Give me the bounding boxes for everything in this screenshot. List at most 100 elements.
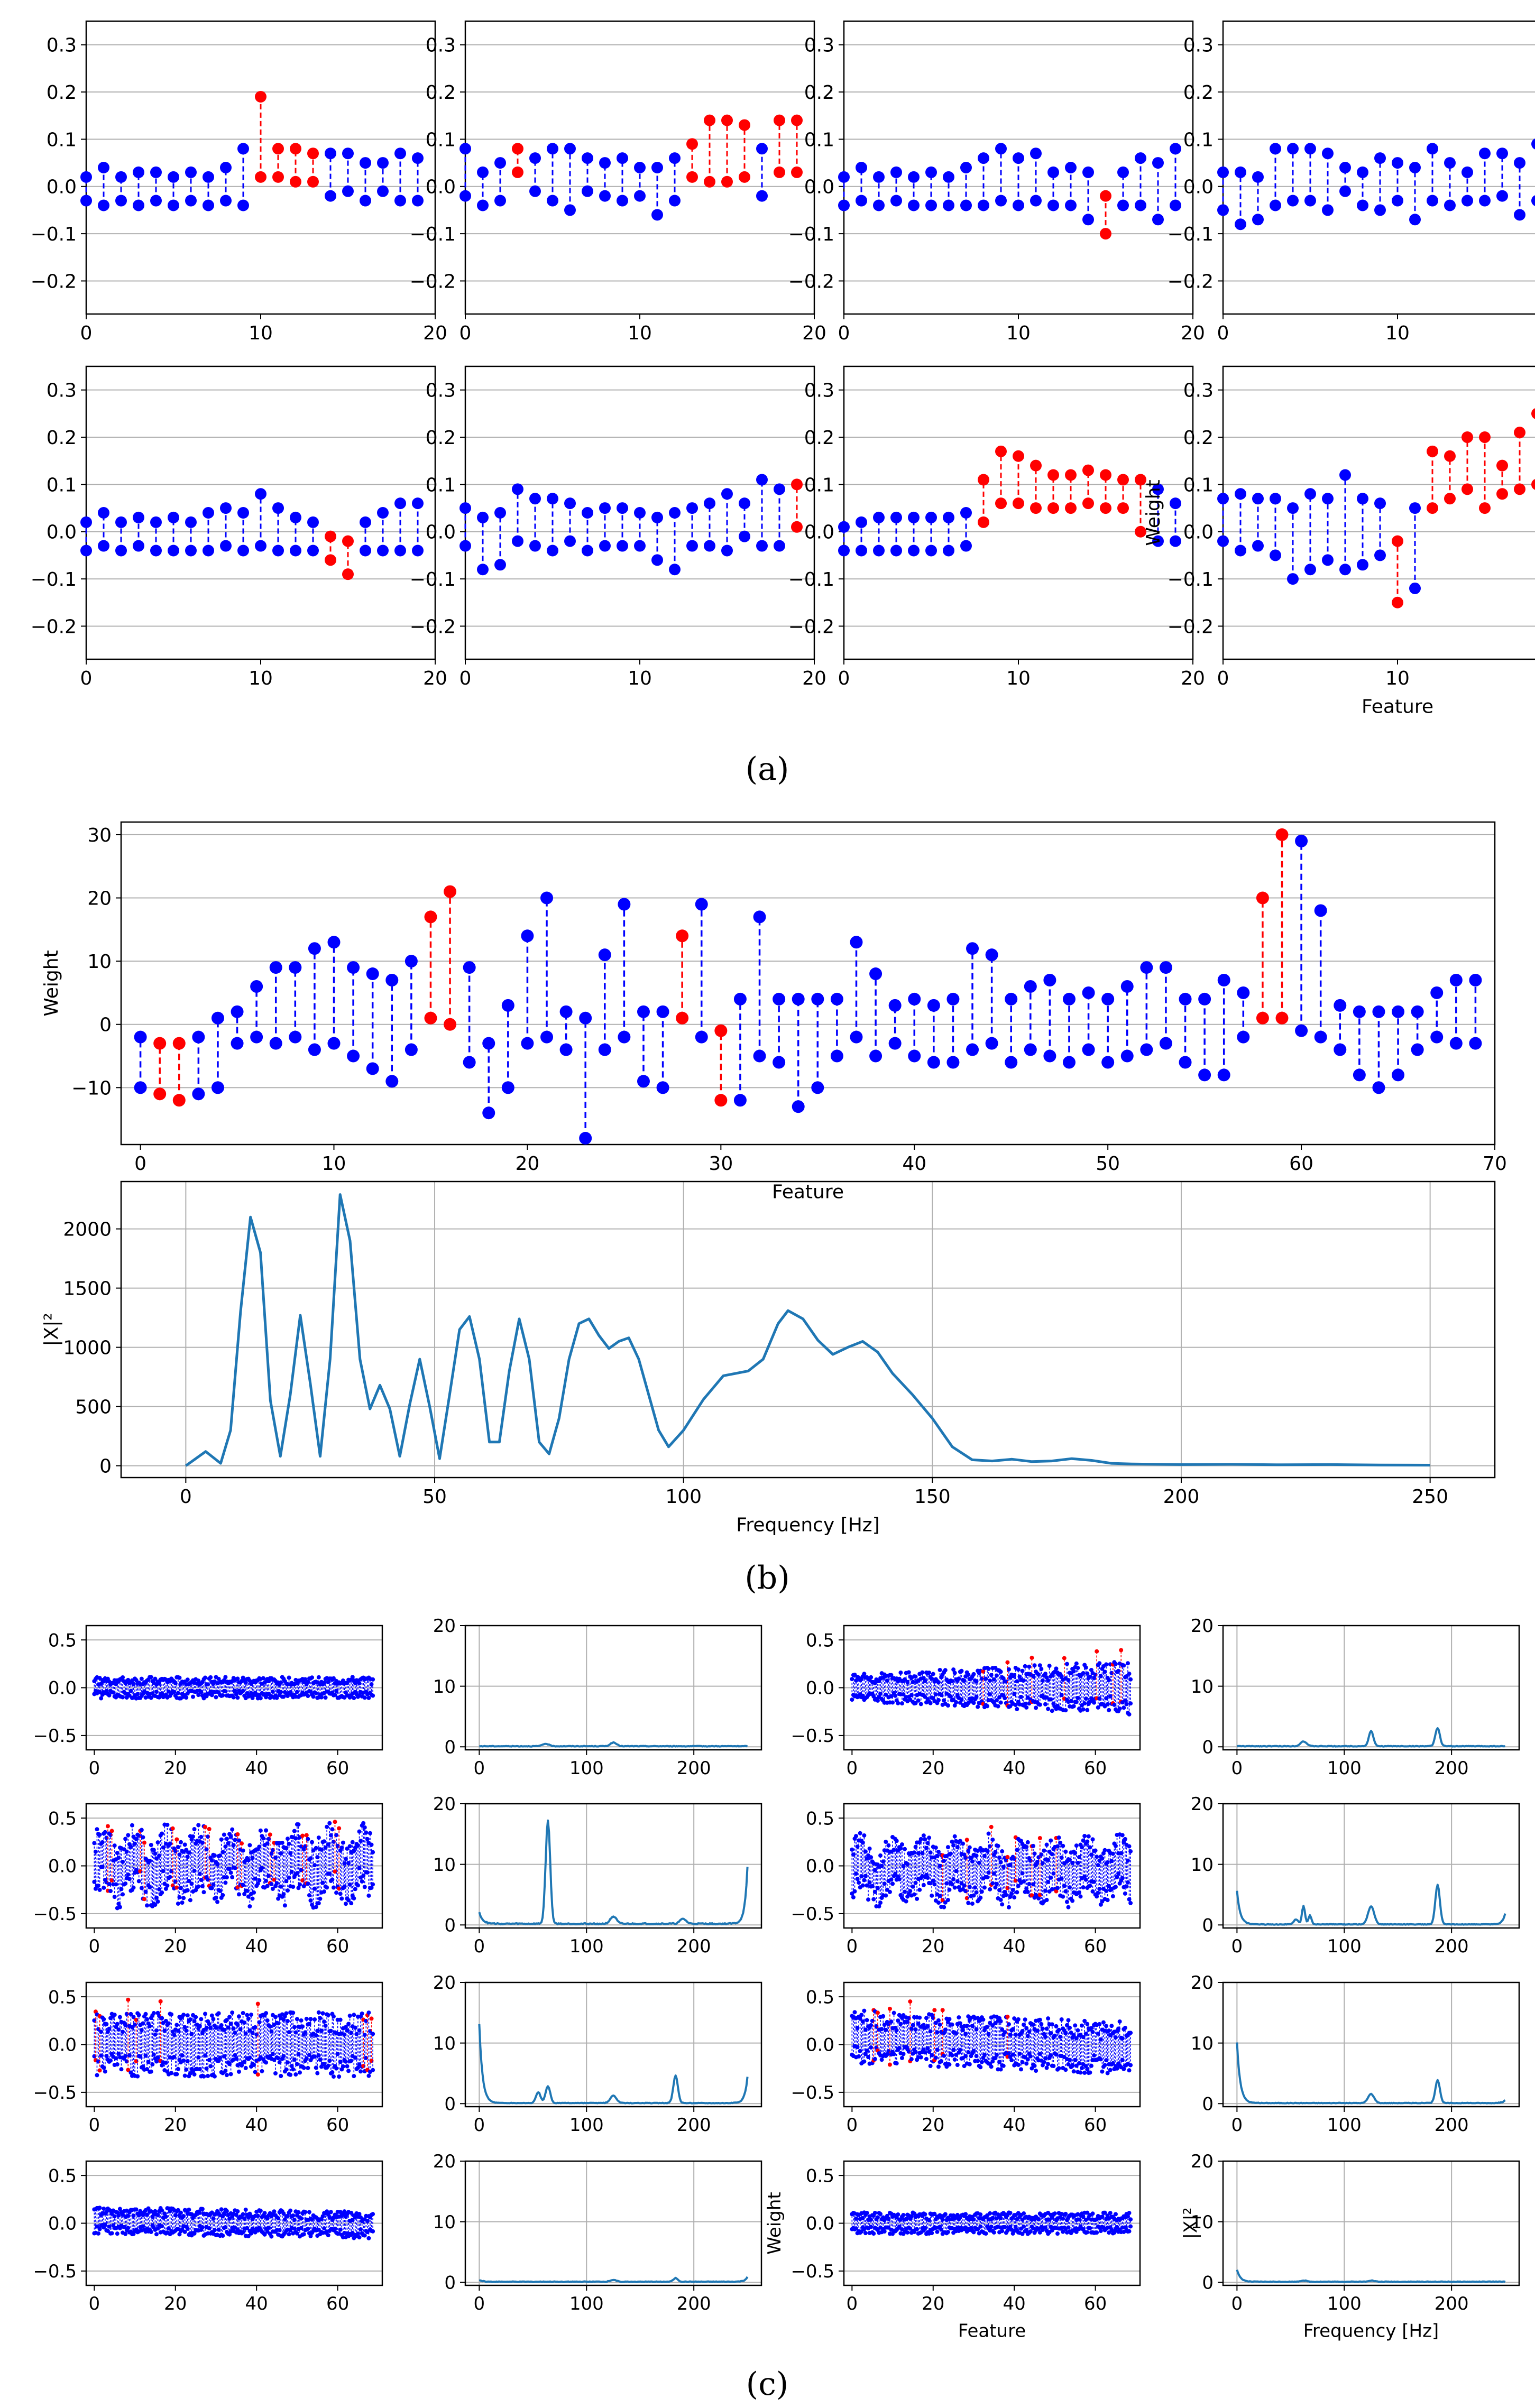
stem-marker-high [995,445,1007,457]
x-tick-label: 0 [459,668,472,689]
stem-marker-high [669,152,681,164]
y-tick-label: 0.2 [426,82,456,104]
stem-marker-high [150,516,162,528]
stem-marker-high [950,2022,954,2027]
stem-marker-low [1071,1704,1076,1709]
y-tick-label: −0.2 [788,271,834,292]
stem-marker-high [891,2010,896,2015]
stem-marker-high [1496,459,1508,472]
stem-marker-low [293,2072,298,2077]
stem-marker-high [997,1855,1002,1860]
stem-marker-high [371,1850,375,1855]
stem-marker-low [1105,2071,1110,2075]
stem-marker-low [242,1892,247,1896]
stem-marker-low [863,2052,868,2056]
stem-marker-high [1037,2017,1042,2022]
stem-marker-low [618,1030,631,1044]
stem-marker-high [1046,2016,1051,2021]
stem-marker-high [163,2018,168,2023]
stem-marker-low [904,1899,908,1904]
stem-marker-high [168,171,179,183]
stem-marker-low [260,2069,264,2073]
stem-marker-high [177,1675,182,1680]
stem-marker-high [1217,493,1229,505]
stem-marker-low [153,1087,167,1101]
stem-marker-high [1287,143,1299,155]
stem-marker-low [637,1075,650,1088]
stem-marker-low [1020,2060,1025,2064]
stem-marker-high [773,992,786,1005]
stem-marker-high [203,1675,208,1680]
stem-marker-low [115,195,127,207]
stem-marker-high [134,1030,147,1044]
stem-marker-high [211,2017,216,2022]
y-tick-label: 0 [444,1737,456,1758]
x-tick-label: 40 [902,1153,926,1175]
stem-marker-low [286,1888,290,1893]
stem-marker-high [1047,1664,1052,1668]
stem-marker-high [927,999,940,1012]
stem-marker-low [676,1011,689,1025]
stem-marker-low [298,2070,302,2075]
stem-marker-high [477,166,489,178]
stem-marker-low [272,545,284,557]
stem-marker-high [908,1999,913,2004]
stem-marker-low [1081,1885,1086,1890]
chart-a8: 0 10 20 −0.2 −0.1 0.0 0.1 0.2 0.3 Feature Weight [1143,365,1535,718]
stem-marker-high [320,2011,325,2016]
stem-marker-high [946,992,960,1005]
x-tick-label: 0 [89,2115,100,2136]
stem-marker-low [149,2069,153,2074]
stem-marker-high [1107,2028,1111,2033]
stem-marker-low [1117,199,1129,211]
stem-marker-low [1004,1893,1008,1897]
axes-frame [1222,1981,1520,2108]
stem-marker-low [316,1901,321,1906]
stem-marker-high [1100,469,1111,481]
stem-marker-low [564,204,576,216]
stem-marker-low [362,1695,367,1700]
stem-marker-low [355,1883,360,1888]
stem-marker-high [311,1848,316,1853]
stem-marker-high [1031,2022,1035,2027]
stem-marker-low [1065,199,1077,211]
x-tick-label: 0 [80,668,93,689]
stem-marker-high [141,1835,145,1840]
stem-marker-high [80,516,92,528]
stem-marker-high [1235,166,1246,178]
x-tick-label: 0 [847,1758,858,1779]
stem-marker-low [97,1887,102,1892]
stem-marker-high [943,171,954,183]
stem-marker-low [360,1879,364,1884]
stem-marker-high [1123,1837,1127,1841]
stem-marker-low [343,1902,348,1906]
stem-marker-high [933,2020,938,2025]
stem-marker-low [1444,199,1456,211]
stem-marker-low [1170,535,1181,547]
stem-marker-low [909,2057,914,2062]
x-tick-label: 60 [1084,1758,1107,1779]
stem-marker-high [981,2017,986,2022]
stem-marker-low [1304,195,1316,207]
y-tick-label: 0.0 [47,177,77,198]
stem-marker-high [756,143,768,155]
x-tick-label: 100 [569,1758,604,1779]
stem-marker-low [325,1885,329,1890]
x-tick-label: 0 [1231,2115,1243,2136]
stem-marker-low [651,554,663,566]
stem-marker-high [897,2013,902,2017]
stem-marker-high [1082,986,1095,999]
y-tick-label: 2000 [63,1219,112,1241]
stem-marker-high [1089,2026,1093,2031]
stem-marker-low [1009,2058,1014,2063]
chart-c4: 0 100 200 0 10 20 [1191,1616,1520,1779]
chart-c11: 0 20 40 60 −0.5 0.0 0.5 [791,1981,1141,2136]
stem-marker-high [325,530,336,542]
y-tick-label: −0.5 [33,2082,77,2103]
stem-marker-low [325,190,336,202]
stem-marker-high [1217,166,1229,178]
stem-marker-high [890,166,902,178]
stem-marker-high [937,2022,942,2027]
axes-frame [464,1981,762,2108]
x-tick-label: 0 [1217,322,1229,344]
